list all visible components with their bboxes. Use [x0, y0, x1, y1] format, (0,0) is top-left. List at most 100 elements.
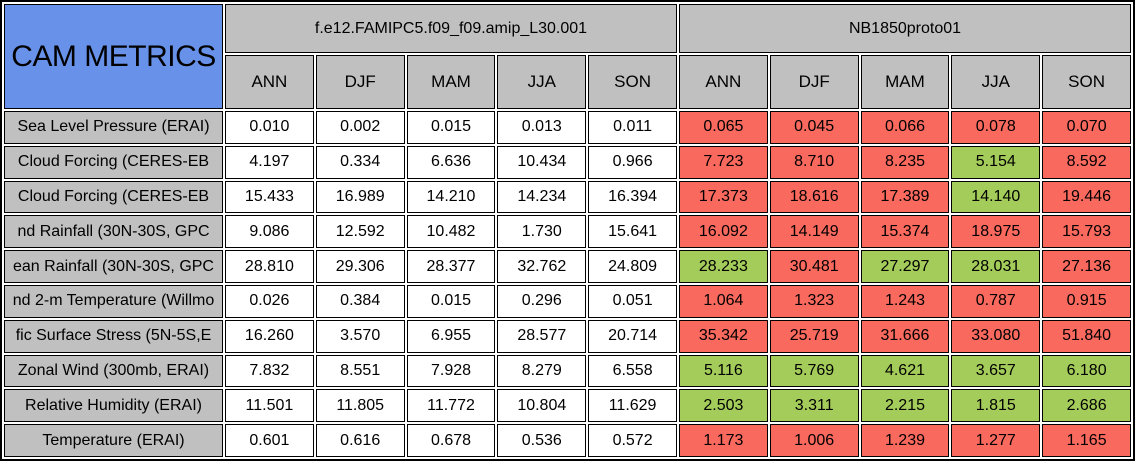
metric-value-cell: 3.570 [315, 319, 405, 353]
metric-value-cell: 0.966 [588, 145, 677, 179]
metric-value-cell: 15.374 [860, 215, 950, 249]
metric-value-cell: 0.015 [406, 284, 496, 318]
metric-value-cell: 3.657 [951, 354, 1041, 388]
metric-value-cell: 14.149 [769, 215, 859, 249]
metric-value-cell: 10.482 [406, 215, 496, 249]
metric-value-cell: 2.503 [678, 389, 768, 423]
metric-value-cell: 31.666 [860, 319, 950, 353]
metric-row-label: Temperature (ERAI) [4, 424, 223, 457]
metric-value-cell: 16.989 [315, 180, 405, 214]
metric-row-label: ean Rainfall (30N-30S, GPC [4, 250, 223, 283]
metric-row: Temperature (ERAI) 0.601 0.616 0.678 0.5… [4, 424, 1131, 457]
metric-value-cell: 0.601 [225, 424, 314, 457]
metric-value-cell: 20.714 [588, 319, 677, 353]
season-header-m2-mam: MAM [860, 55, 950, 109]
metric-row-label: nd 2-m Temperature (Willmo [4, 284, 223, 318]
metric-value-cell: 0.572 [588, 424, 677, 457]
metric-row: Sea Level Pressure (ERAI) 0.010 0.002 0.… [4, 111, 1131, 144]
model-header-row: CAM METRICS f.e12.FAMIPC5.f09_f09.amip_L… [4, 4, 1131, 109]
metric-value-cell: 0.010 [225, 111, 314, 144]
metric-value-cell: 25.719 [769, 319, 859, 353]
metric-value-cell: 0.384 [315, 284, 405, 318]
metric-row-label: Zonal Wind (300mb, ERAI) [4, 354, 223, 388]
metric-value-cell: 15.641 [588, 215, 677, 249]
model2-name-header: NB1850proto01 [678, 4, 1131, 53]
metric-value-cell: 0.678 [406, 424, 496, 457]
season-header-m1-djf: DJF [315, 55, 405, 109]
metric-value-cell: 8.279 [497, 354, 587, 388]
metric-value-cell: 32.762 [497, 250, 587, 283]
metric-value-cell: 0.334 [315, 145, 405, 179]
metric-value-cell: 8.551 [315, 354, 405, 388]
metric-value-cell: 1.323 [769, 284, 859, 318]
metric-value-cell: 0.013 [497, 111, 587, 144]
metric-row: nd 2-m Temperature (Willmo 0.026 0.384 0… [4, 284, 1131, 318]
metric-row-label: fic Surface Stress (5N-5S,E [4, 319, 223, 353]
metric-value-cell: 0.787 [951, 284, 1041, 318]
metric-value-cell: 1.730 [497, 215, 587, 249]
metric-value-cell: 10.434 [497, 145, 587, 179]
metric-row: Cloud Forcing (CERES-EB 4.197 0.334 6.63… [4, 145, 1131, 179]
metric-value-cell: 3.311 [769, 389, 859, 423]
metric-row: ean Rainfall (30N-30S, GPC 28.810 29.306… [4, 250, 1131, 283]
metric-value-cell: 24.809 [588, 250, 677, 283]
metric-row-label: nd Rainfall (30N-30S, GPC [4, 215, 223, 249]
metric-value-cell: 30.481 [769, 250, 859, 283]
metric-row-label: Cloud Forcing (CERES-EB [4, 145, 223, 179]
metric-value-cell: 7.928 [406, 354, 496, 388]
metric-value-cell: 4.197 [225, 145, 314, 179]
metric-value-cell: 0.078 [951, 111, 1041, 144]
metric-value-cell: 28.233 [678, 250, 768, 283]
metric-value-cell: 0.065 [678, 111, 768, 144]
season-header-m1-ann: ANN [225, 55, 314, 109]
metric-value-cell: 33.080 [951, 319, 1041, 353]
metric-value-cell: 0.011 [588, 111, 677, 144]
metric-value-cell: 1.239 [860, 424, 950, 457]
metric-value-cell: 16.092 [678, 215, 768, 249]
metric-value-cell: 11.772 [406, 389, 496, 423]
metric-row: Relative Humidity (ERAI) 11.501 11.805 1… [4, 389, 1131, 423]
metric-value-cell: 4.621 [860, 354, 950, 388]
metric-value-cell: 0.616 [315, 424, 405, 457]
metric-value-cell: 7.832 [225, 354, 314, 388]
metric-value-cell: 5.116 [678, 354, 768, 388]
metric-value-cell: 28.031 [951, 250, 1041, 283]
metric-value-cell: 1.165 [1042, 424, 1131, 457]
season-header-row: ANN DJF MAM JJA SON ANN DJF MAM JJA SON [4, 55, 1131, 109]
metric-value-cell: 11.501 [225, 389, 314, 423]
metric-value-cell: 0.026 [225, 284, 314, 318]
metric-row: Zonal Wind (300mb, ERAI) 7.832 8.551 7.9… [4, 354, 1131, 388]
season-header-m2-djf: DJF [769, 55, 859, 109]
season-header-m2-son: SON [1042, 55, 1131, 109]
metric-value-cell: 28.810 [225, 250, 314, 283]
metric-row-label: Sea Level Pressure (ERAI) [4, 111, 223, 144]
metric-value-cell: 2.686 [1042, 389, 1131, 423]
metric-value-cell: 17.389 [860, 180, 950, 214]
metric-value-cell: 6.955 [406, 319, 496, 353]
metric-value-cell: 28.577 [497, 319, 587, 353]
metric-value-cell: 18.975 [951, 215, 1041, 249]
metric-value-cell: 19.446 [1042, 180, 1131, 214]
metric-value-cell: 29.306 [315, 250, 405, 283]
metric-value-cell: 0.015 [406, 111, 496, 144]
metric-value-cell: 16.260 [225, 319, 314, 353]
metric-value-cell: 0.051 [588, 284, 677, 318]
metric-value-cell: 10.804 [497, 389, 587, 423]
metric-value-cell: 0.915 [1042, 284, 1131, 318]
metric-value-cell: 1.243 [860, 284, 950, 318]
metric-row: fic Surface Stress (5N-5S,E 16.260 3.570… [4, 319, 1131, 353]
metric-value-cell: 0.002 [315, 111, 405, 144]
metric-value-cell: 0.045 [769, 111, 859, 144]
table-body: Sea Level Pressure (ERAI) 0.010 0.002 0.… [4, 111, 1131, 457]
metric-row: Cloud Forcing (CERES-EB 15.433 16.989 14… [4, 180, 1131, 214]
season-header-m1-son: SON [588, 55, 677, 109]
model1-name-header: f.e12.FAMIPC5.f09_f09.amip_L30.001 [225, 4, 677, 53]
metric-value-cell: 11.629 [588, 389, 677, 423]
metric-value-cell: 35.342 [678, 319, 768, 353]
metric-value-cell: 1.064 [678, 284, 768, 318]
metric-value-cell: 0.536 [497, 424, 587, 457]
metric-value-cell: 0.070 [1042, 111, 1131, 144]
metric-value-cell: 5.769 [769, 354, 859, 388]
